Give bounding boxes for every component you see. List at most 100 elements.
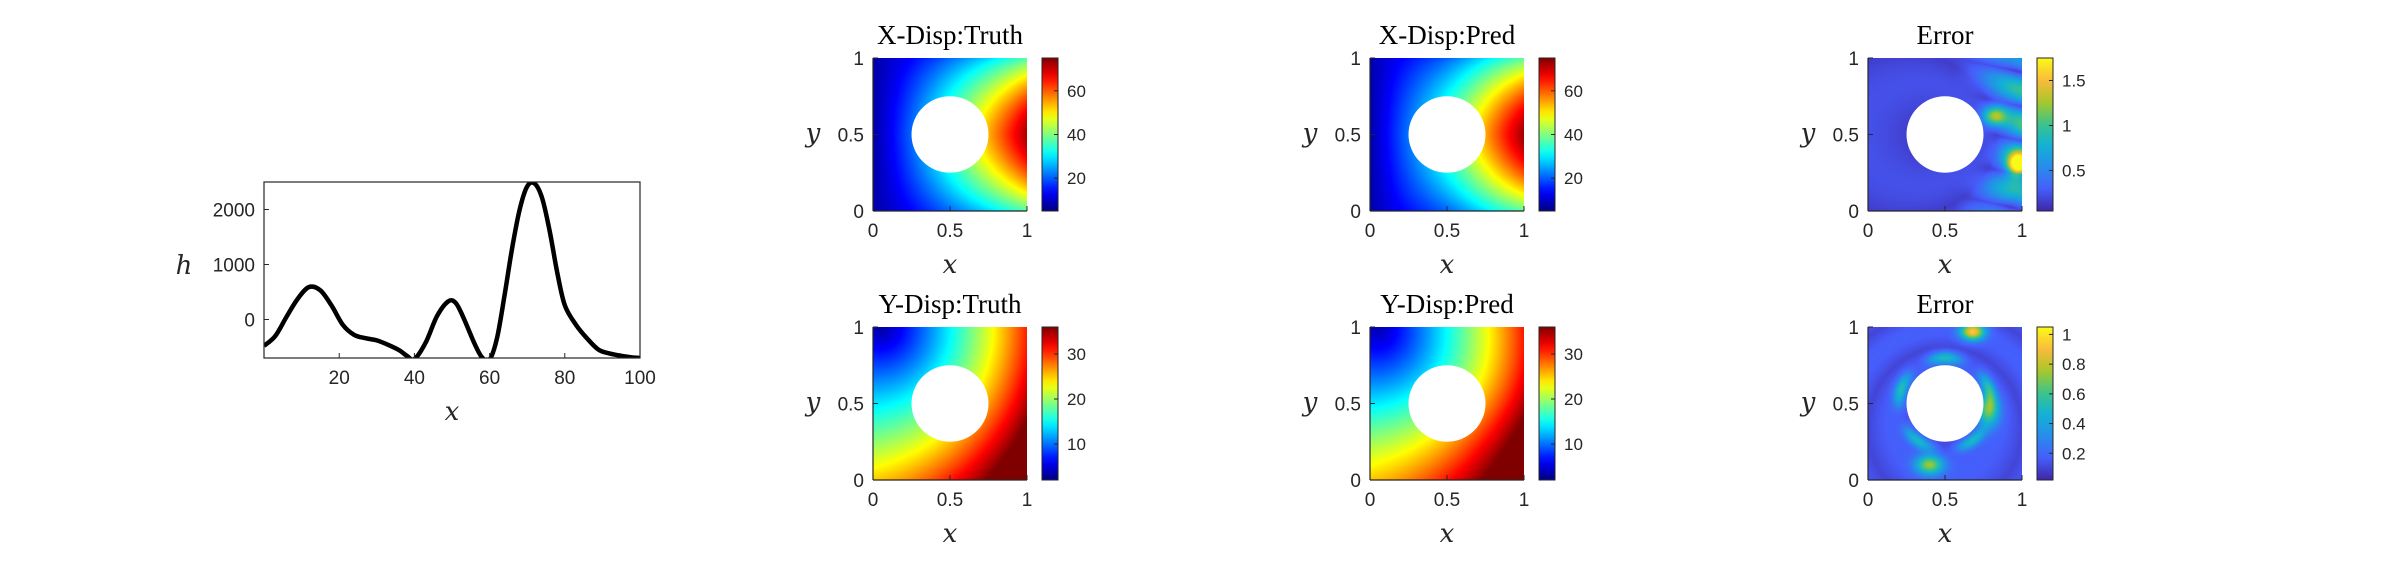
colorbar-tick-label: 20 [1564, 390, 1583, 409]
colorbar-tick-label: 0.5 [2062, 162, 2086, 181]
panel-title: X-Disp:Truth [877, 20, 1024, 50]
x-tick-label: 0 [1863, 490, 1874, 511]
y-tick-label: 0.5 [1335, 395, 1361, 416]
colorbar-tick-label: 30 [1067, 345, 1086, 364]
x-tick-label: 0 [868, 490, 879, 511]
x-tick-label: 0.5 [937, 490, 963, 511]
x-tick-label: 1 [2017, 490, 2028, 511]
colorbar-tick-label: 0.8 [2062, 355, 2086, 374]
y-tick-label: 0.5 [838, 395, 864, 416]
colorbar-tick-label: 30 [1564, 345, 1583, 364]
y-axis-label: y [1302, 119, 1318, 149]
colorbar [1538, 326, 1556, 481]
y-tick-label: 0 [1350, 202, 1361, 223]
y-tick-label: 1000 [213, 256, 255, 277]
colorbar-tick-label: 0.2 [2062, 444, 2086, 463]
hole-circle [1906, 365, 1984, 442]
x-axis-label: x [1440, 250, 1455, 280]
series-h-line [264, 182, 640, 358]
x-axis-label: x [943, 519, 958, 549]
colorbar-tick-label: 0.4 [2062, 415, 2086, 434]
x-tick-label: 1 [1022, 221, 1033, 242]
x-tick-label: 0 [1365, 490, 1376, 511]
x-tick-label: 0 [1863, 221, 1874, 242]
heatmap-panel-y_err: 00 0.5 0.5 1 1 Error x y 0.2 0.4 0.6 0.8 1 [1800, 289, 2086, 549]
y-axis-label: y [805, 119, 821, 149]
x-axis-label: x [943, 250, 958, 280]
colorbar-tick-label: 60 [1067, 82, 1086, 101]
x-tick-label: 0.5 [1434, 221, 1460, 242]
x-tick-label: 0 [868, 221, 879, 242]
panel-title: X-Disp:Pred [1379, 20, 1516, 50]
colorbar [1041, 326, 1059, 481]
x-tick-label: 20 [329, 368, 350, 389]
x-axis-label: x [1938, 519, 1953, 549]
y-tick-label: 0.5 [838, 126, 864, 147]
hole-circle [1408, 96, 1486, 173]
x-tick-label: 40 [404, 368, 425, 389]
hole-circle [911, 96, 989, 173]
y-tick-label: 0 [1848, 471, 1859, 492]
y-tick-label: 1 [853, 49, 864, 70]
panel-title: Y-Disp:Pred [1380, 289, 1514, 319]
x-tick-label: 1 [1519, 221, 1530, 242]
x-tick-label: 1 [1022, 490, 1033, 511]
y-tick-label: 0.5 [1833, 395, 1859, 416]
y-axis-label: y [1302, 388, 1318, 418]
y-tick-label: 1 [1848, 49, 1859, 70]
colorbar-tick-label: 60 [1564, 82, 1583, 101]
y-tick-label: 0.5 [1833, 126, 1859, 147]
y-tick-label: 0 [1350, 471, 1361, 492]
line-axes-box [263, 181, 641, 359]
y-tick-label: 1 [853, 318, 864, 339]
y-tick-label: 0.5 [1335, 126, 1361, 147]
colorbar-tick-label: 20 [1067, 390, 1086, 409]
x-axis-label: x [445, 397, 460, 427]
colorbar-tick-label: 20 [1067, 169, 1086, 188]
colorbar [2036, 57, 2054, 212]
colorbar [2036, 326, 2054, 481]
x-tick-label: 0 [1365, 221, 1376, 242]
colorbar-tick-label: 20 [1564, 169, 1583, 188]
heatmap-panel-x_err: 00 0.5 0.5 1 1 Error x y 0.5 1 1.5 [1800, 20, 2086, 280]
colorbar-tick-label: 1 [2062, 325, 2071, 344]
hole-circle [911, 365, 989, 442]
y-tick-label: 2000 [213, 201, 255, 222]
x-tick-label: 60 [479, 368, 500, 389]
x-tick-label: 0.5 [1434, 490, 1460, 511]
colorbar-tick-label: 1 [2062, 117, 2071, 136]
heatmap-panel-y_pred: 00 0.5 0.5 1 1 Y-Disp:Pred x y 10 20 30 [1302, 289, 1583, 549]
x-axis-label: x [1938, 250, 1953, 280]
panel-title: Y-Disp:Truth [878, 289, 1022, 319]
colorbar-tick-label: 40 [1564, 126, 1583, 145]
y-axis-label: y [1800, 119, 1816, 149]
y-axis-label: y [805, 388, 821, 418]
x-axis-label: x [1440, 519, 1455, 549]
x-tick-label: 0.5 [1932, 221, 1958, 242]
panel-title: Error [1917, 289, 1974, 319]
y-tick-label: 1 [1350, 318, 1361, 339]
y-axis-label: h [176, 251, 193, 281]
hole-circle [1408, 365, 1486, 442]
heatmap-panel-y_truth: 00 0.5 0.5 1 1 Y-Disp:Truth x y 10 20 30 [805, 289, 1086, 549]
x-tick-label: 100 [624, 368, 656, 389]
y-axis-label: y [1800, 388, 1816, 418]
y-tick-label: 1 [1350, 49, 1361, 70]
y-tick-label: 1 [1848, 318, 1859, 339]
x-tick-label: 1 [1519, 490, 1530, 511]
heatmap-panel-x_truth: 00 0.5 0.5 1 1 X-Disp:Truth x y 20 40 60 [805, 20, 1086, 280]
y-tick-label: 0 [1848, 202, 1859, 223]
colorbar-tick-label: 40 [1067, 126, 1086, 145]
colorbar-tick-label: 10 [1067, 435, 1086, 454]
x-tick-label: 80 [554, 368, 575, 389]
x-tick-label: 0.5 [937, 221, 963, 242]
x-tick-label: 1 [2017, 221, 2028, 242]
y-tick-label: 0 [244, 311, 255, 332]
colorbar-tick-label: 10 [1564, 435, 1583, 454]
heatmap-panel-x_pred: 00 0.5 0.5 1 1 X-Disp:Pred x y 20 40 60 [1302, 20, 1583, 280]
panel-title: Error [1917, 20, 1974, 50]
x-tick-label: 0.5 [1932, 490, 1958, 511]
colorbar-tick-label: 0.6 [2062, 385, 2086, 404]
